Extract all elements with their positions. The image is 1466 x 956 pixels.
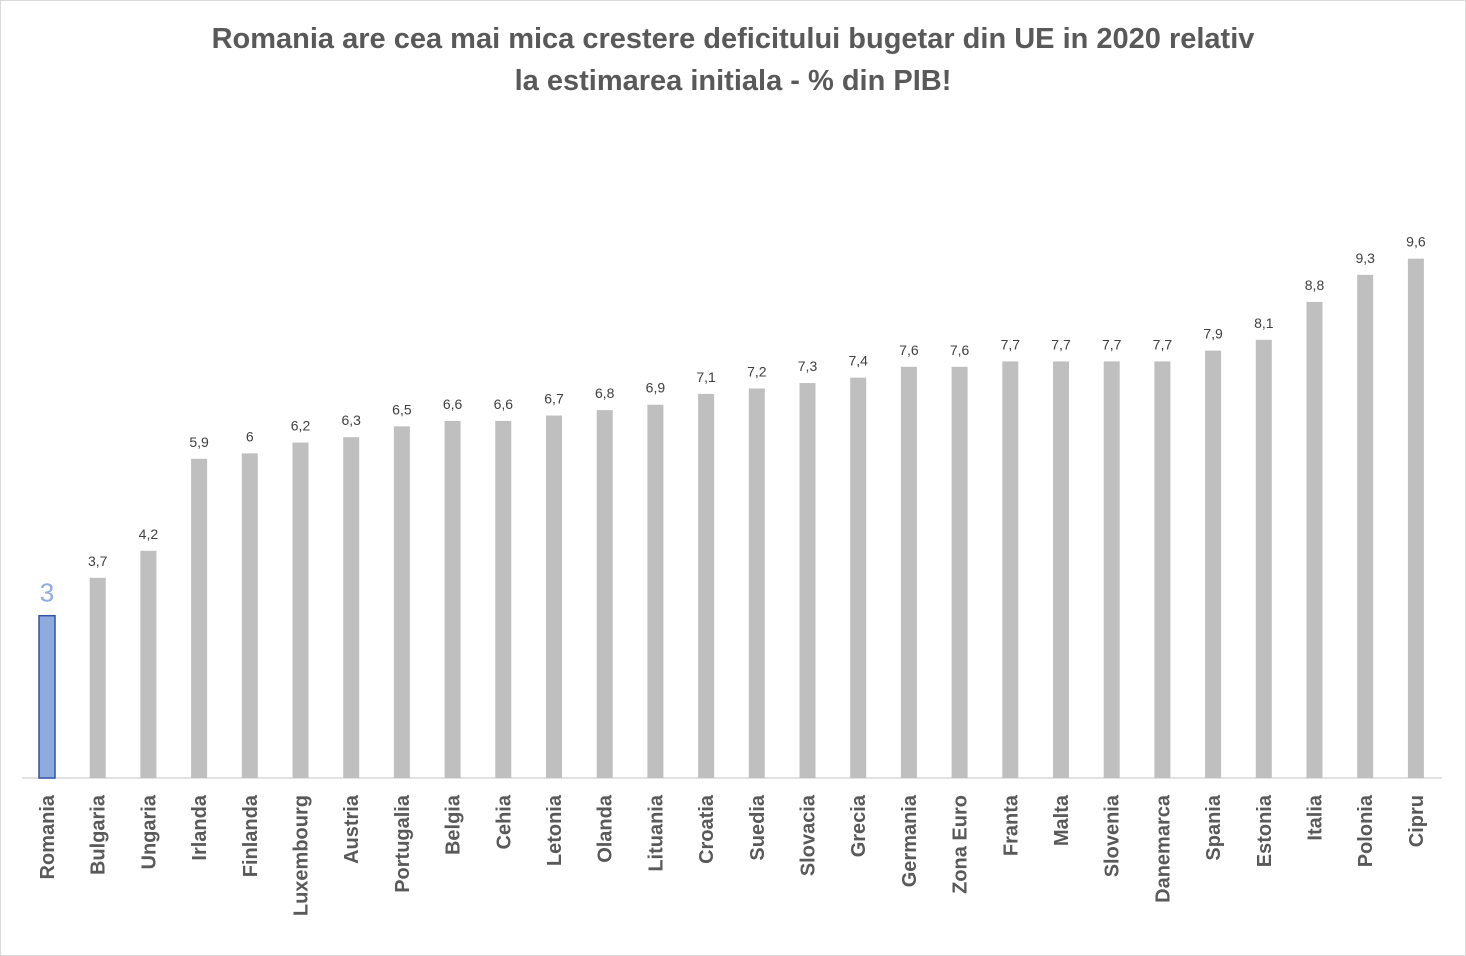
bar-franta (1002, 361, 1019, 778)
data-label: 3 (40, 578, 54, 608)
category-label: Suedia (747, 794, 769, 860)
category-label: Belgia (443, 794, 465, 855)
category-label: Bulgaria (88, 794, 110, 875)
category-label: Croatia (696, 794, 718, 864)
bar-germania (900, 366, 917, 778)
data-label: 7,2 (747, 363, 767, 379)
data-label: 8,8 (1305, 277, 1325, 293)
bar-olanda (596, 410, 613, 778)
bar-grecia (850, 377, 867, 778)
bar-estonia (1255, 339, 1272, 778)
bar-suedia (748, 388, 765, 778)
data-label: 7,6 (899, 342, 919, 358)
category-label: Slovenia (1102, 794, 1124, 877)
data-label: 6,6 (494, 396, 514, 412)
category-label: Letonia (544, 794, 566, 866)
data-label: 3,7 (88, 553, 108, 569)
data-label: 6,7 (544, 391, 564, 407)
category-label: Austria (341, 794, 363, 864)
bar-portugalia (393, 426, 410, 778)
category-label: Italia (1305, 794, 1327, 840)
chart-title: Romania are cea mai mica crestere defici… (0, 18, 1466, 102)
category-label: Cipru (1406, 795, 1428, 847)
category-label: Spania (1203, 794, 1225, 860)
bar-slovenia (1103, 361, 1120, 778)
data-label: 8,1 (1254, 315, 1274, 331)
bar-croatia (698, 393, 715, 778)
category-label: Romania (37, 794, 59, 879)
category-label: Irlanda (189, 794, 211, 860)
category-label: Cehia (493, 794, 515, 849)
data-label: 7,1 (696, 369, 716, 385)
category-label: Lituania (645, 794, 667, 872)
data-label: 6,2 (291, 418, 311, 434)
bar-malta (1053, 361, 1069, 778)
category-label: Polonia (1355, 794, 1377, 867)
data-label: 7,7 (1102, 336, 1122, 352)
data-label: 6,6 (443, 396, 463, 412)
bar-ungaria (140, 550, 157, 778)
bar-irlanda (191, 458, 208, 778)
chart-title-line-1: Romania are cea mai mica crestere defici… (211, 23, 1255, 55)
bar-italia (1306, 301, 1323, 778)
data-label: 7,7 (1153, 336, 1173, 352)
bar-belgia (444, 420, 461, 778)
data-label: 6 (246, 428, 254, 444)
bar-lituania (647, 404, 664, 778)
data-label: 6,9 (646, 380, 666, 396)
bar-slovacia (799, 383, 816, 778)
category-label: Grecia (848, 794, 870, 857)
bar-romania (38, 614, 56, 779)
category-label: Zona Euro (950, 795, 972, 894)
data-label: 6,8 (595, 385, 615, 401)
bar-cipru (1407, 258, 1424, 778)
data-label: 4,2 (139, 526, 159, 542)
data-label: 7,6 (950, 342, 970, 358)
data-label: 7,3 (798, 358, 818, 374)
data-label: 7,7 (1001, 336, 1021, 352)
category-label: Germania (899, 794, 921, 887)
data-label: 6,5 (392, 401, 412, 417)
category-label: Estonia (1254, 794, 1276, 867)
bar-luxembourg (292, 442, 309, 778)
category-label: Luxembourg (291, 795, 313, 916)
data-label: 9,3 (1355, 250, 1375, 266)
data-label: 9,6 (1406, 234, 1426, 250)
bar-cehia (495, 420, 512, 778)
category-label: Portugalia (392, 794, 414, 893)
category-label: Malta (1051, 794, 1073, 846)
data-label: 5,9 (189, 434, 209, 450)
bar-zona-euro (951, 366, 968, 778)
chart-title-line-2: la estimarea initiala - % din PIB! (514, 65, 952, 97)
data-label: 7,7 (1051, 336, 1071, 352)
bar-danemarca (1154, 361, 1171, 778)
data-label: 6,3 (341, 412, 361, 428)
bar-austria (343, 437, 360, 778)
bar-letonia (546, 415, 562, 778)
bar-bulgaria (89, 577, 106, 778)
category-label: Finlanda (240, 794, 262, 877)
bar-polonia (1357, 274, 1374, 778)
bar-finlanda (241, 453, 258, 778)
category-label: Ungaria (138, 794, 160, 869)
category-label: Slovacia (798, 794, 820, 876)
bar-spania (1205, 350, 1222, 778)
data-label: 7,4 (848, 353, 868, 369)
data-label: 7,9 (1203, 326, 1223, 342)
category-label: Franta (1000, 794, 1022, 856)
category-label: Danemarca (1152, 794, 1174, 903)
category-label: Olanda (595, 794, 617, 863)
